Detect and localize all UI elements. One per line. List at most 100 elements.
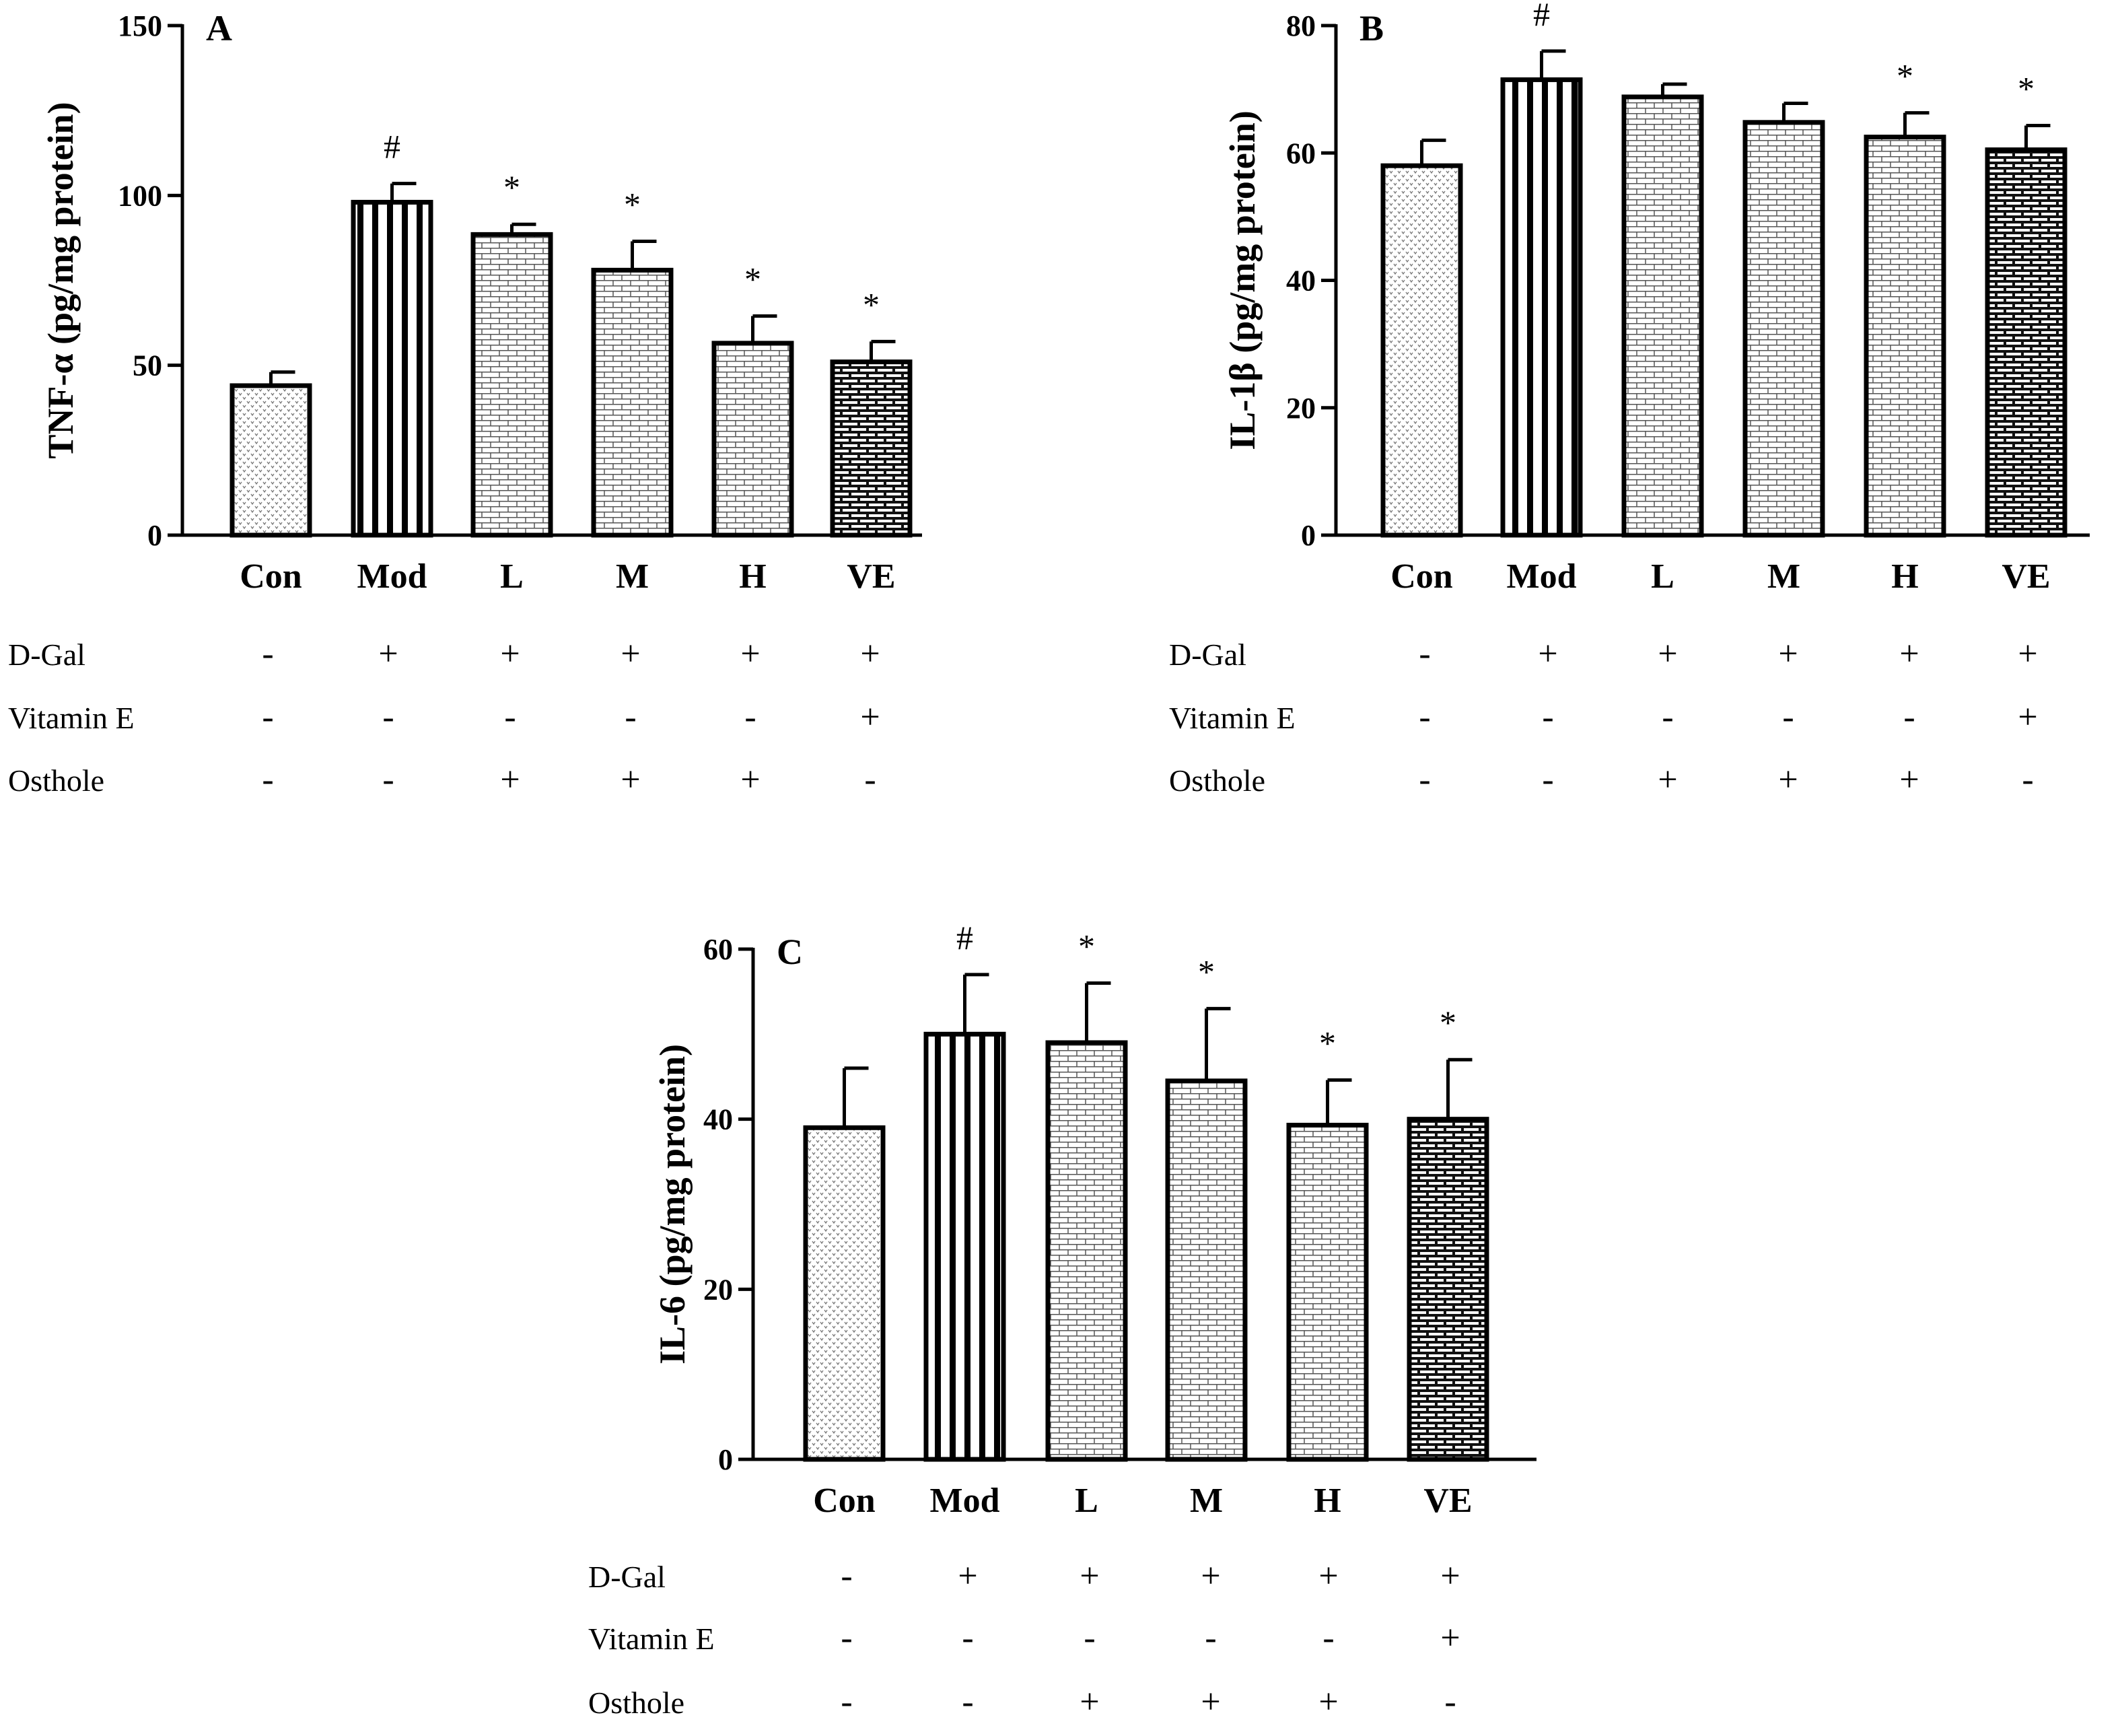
significance-mark: # xyxy=(1533,0,1550,33)
treatment-mark: - xyxy=(962,1683,973,1721)
bar-h xyxy=(711,341,794,538)
bar-con xyxy=(229,383,312,538)
treatment-mark: - xyxy=(962,1619,973,1657)
treatment-mark: + xyxy=(1080,1683,1099,1721)
treatment-mark: - xyxy=(504,698,516,736)
category-label: H xyxy=(1891,557,1918,596)
bar-h xyxy=(1864,135,1946,538)
y-tick-label: 40 xyxy=(703,1103,733,1136)
significance-mark: * xyxy=(863,285,880,323)
treatment-mark: - xyxy=(864,761,876,799)
bar-mod xyxy=(1500,77,1583,538)
category-label: VE xyxy=(1423,1482,1472,1520)
bar-l xyxy=(470,232,553,538)
treatment-mark: + xyxy=(1318,1557,1338,1595)
panel-label: A xyxy=(206,8,232,48)
y-tick-label: 80 xyxy=(1286,9,1316,42)
category-label: L xyxy=(500,557,524,596)
treatment-mark: + xyxy=(2018,698,2037,736)
category-label: H xyxy=(1314,1482,1341,1520)
y-tick-label: 20 xyxy=(1286,392,1316,425)
treatment-mark: + xyxy=(740,635,760,673)
treatment-mark: + xyxy=(1080,1557,1099,1595)
significance-mark: # xyxy=(384,128,400,166)
y-tick-label: 0 xyxy=(718,1443,733,1476)
treatment-mark: + xyxy=(1899,635,1919,673)
category-label: M xyxy=(616,557,649,596)
significance-mark: * xyxy=(1897,57,1913,95)
y-tick-label: 40 xyxy=(1286,265,1316,298)
category-label: Con xyxy=(1390,557,1453,596)
y-axis-title: IL-1β (pg/mg protein) xyxy=(1222,110,1263,450)
treatment-mark: + xyxy=(378,635,398,673)
treatment-mark: - xyxy=(262,698,273,736)
category-label: Con xyxy=(813,1482,876,1520)
treatment-mark: + xyxy=(1318,1683,1338,1721)
treatment-mark: + xyxy=(1658,761,1677,799)
treatment-label: Vitamin E xyxy=(8,701,135,735)
treatment-mark: - xyxy=(1205,1619,1216,1657)
treatment-label: D-Gal xyxy=(8,637,85,672)
panel-a: 0 50 100 150 TNF-α (pg/mg protein) A Con # Mod * L… xyxy=(8,8,922,799)
significance-mark: * xyxy=(1198,952,1215,990)
treatment-mark: + xyxy=(1440,1557,1460,1595)
y-tick-label: 60 xyxy=(1286,137,1316,170)
treatment-label: Vitamin E xyxy=(588,1622,715,1656)
treatment-mark: + xyxy=(500,761,520,799)
treatment-mark: + xyxy=(1440,1619,1460,1657)
bar-mod xyxy=(923,1031,1006,1462)
treatment-mark: - xyxy=(841,1683,852,1721)
bar-m xyxy=(591,267,674,538)
treatment-mark: - xyxy=(382,761,394,799)
treatment-mark: - xyxy=(262,761,273,799)
bar-m xyxy=(1165,1078,1248,1462)
treatment-mark: + xyxy=(1778,761,1798,799)
treatment-mark: - xyxy=(1542,761,1553,799)
treatment-label: D-Gal xyxy=(1169,637,1246,672)
panel-label: C xyxy=(777,932,803,972)
treatment-mark: - xyxy=(744,698,756,736)
treatment-label: Osthole xyxy=(588,1686,684,1720)
bar-m xyxy=(1742,120,1825,538)
treatment-mark: - xyxy=(1903,698,1915,736)
treatment-mark: - xyxy=(1542,698,1553,736)
treatment-mark: + xyxy=(860,635,880,673)
y-tick-label: 0 xyxy=(147,519,162,552)
category-label: H xyxy=(739,557,766,596)
treatment-mark: - xyxy=(2022,761,2033,799)
y-axis-title: TNF-α (pg/mg protein) xyxy=(40,102,81,458)
treatment-mark: + xyxy=(500,635,520,673)
treatment-mark: + xyxy=(1778,635,1798,673)
treatment-mark: - xyxy=(1419,761,1430,799)
treatment-mark: + xyxy=(621,761,640,799)
treatment-mark: - xyxy=(382,698,394,736)
category-label: L xyxy=(1075,1482,1098,1520)
bar-h xyxy=(1286,1123,1369,1462)
panel-c: 0 20 40 60 IL-6 (pg/mg protein) C Con # Mod * L * M *… xyxy=(588,919,1536,1721)
y-tick-label: 100 xyxy=(118,179,162,212)
significance-mark: # xyxy=(956,919,973,957)
treatment-label: D-Gal xyxy=(588,1560,666,1594)
significance-mark: * xyxy=(624,185,641,223)
treatment-mark: - xyxy=(1662,698,1673,736)
significance-mark: * xyxy=(503,168,520,206)
treatment-mark: + xyxy=(860,698,880,736)
significance-mark: * xyxy=(1078,928,1095,965)
y-tick-label: 0 xyxy=(1301,519,1316,552)
treatment-mark: + xyxy=(2018,635,2037,673)
treatment-mark: - xyxy=(841,1619,852,1657)
bar-con xyxy=(803,1125,886,1462)
treatment-label: Vitamin E xyxy=(1169,701,1296,735)
panel-b: 0 20 40 60 80 IL-1β (pg/mg protein) B Con # Mod L M… xyxy=(1169,0,2090,799)
treatment-mark: - xyxy=(625,698,636,736)
treatment-mark: + xyxy=(740,761,760,799)
y-axis-title: IL-6 (pg/mg protein) xyxy=(652,1044,693,1364)
category-label: VE xyxy=(847,557,895,596)
treatment-mark: + xyxy=(1538,635,1557,673)
treatment-mark: - xyxy=(1782,698,1794,736)
significance-mark: * xyxy=(2018,70,2035,108)
treatment-mark: + xyxy=(1658,635,1677,673)
category-label: Mod xyxy=(1507,557,1577,596)
significance-mark: * xyxy=(1440,1004,1456,1041)
